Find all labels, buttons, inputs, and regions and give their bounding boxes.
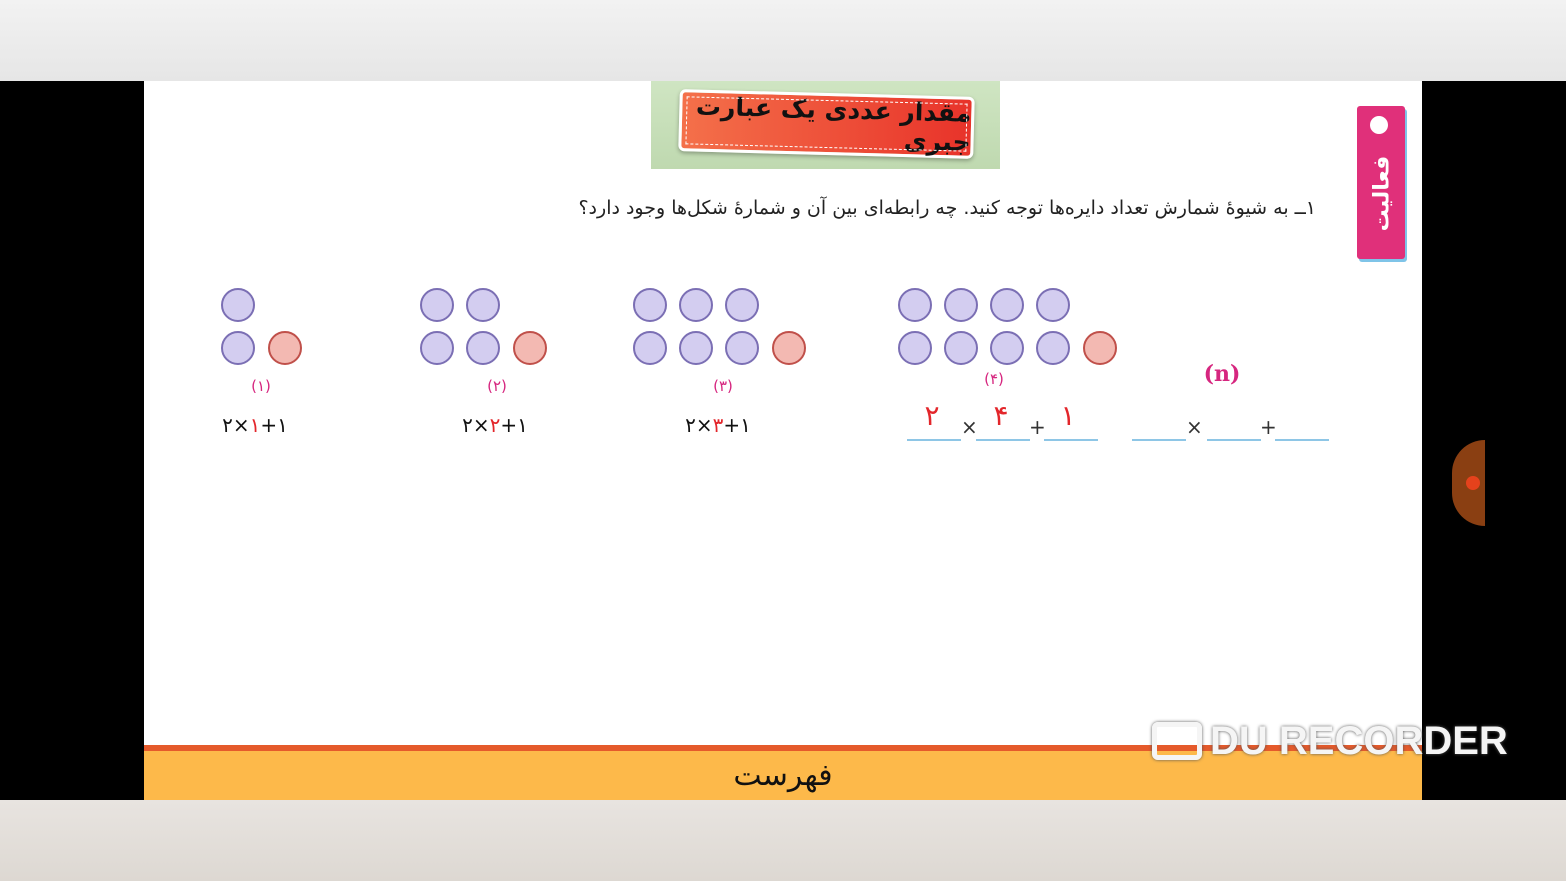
formula-3: ۲×۳+۱	[685, 413, 751, 437]
circle	[990, 288, 1024, 322]
times-sign: ×	[961, 415, 978, 439]
activity-tab-label: فعالیت	[1369, 155, 1395, 232]
footer-divider	[144, 745, 1422, 751]
circle	[990, 331, 1024, 365]
circle	[898, 288, 932, 322]
blank-4c[interactable]	[1044, 439, 1098, 441]
circle	[633, 331, 667, 365]
answer-4a: ۲	[924, 399, 940, 432]
blank-na[interactable]	[1132, 439, 1186, 441]
extra-circle	[1083, 331, 1117, 365]
blank-nc[interactable]	[1275, 439, 1329, 441]
figure-label-1: (۱)	[251, 377, 271, 395]
extra-circle	[772, 331, 806, 365]
question-text: ۱ــ به شیوهٔ شمارش تعداد دایره‌ها توجه ک…	[578, 197, 1316, 219]
circle	[466, 288, 500, 322]
lesson-title: مقدار عددی یک عبارت جبری	[678, 89, 975, 159]
formula-2: ۲×۲+۱	[462, 413, 528, 437]
circle	[679, 288, 713, 322]
watermark-text: DU RECORDER	[1210, 718, 1508, 763]
circle	[679, 331, 713, 365]
bottom-bar	[0, 800, 1566, 881]
circle	[1036, 288, 1070, 322]
answer-4c: ۱	[1060, 399, 1076, 432]
circle	[221, 331, 255, 365]
figure-label-3: (۳)	[713, 377, 733, 395]
circle	[1036, 331, 1070, 365]
blank-nb[interactable]	[1207, 439, 1261, 441]
circle	[725, 288, 759, 322]
blank-4b[interactable]	[976, 439, 1030, 441]
activity-tab: فعالیت	[1357, 106, 1405, 259]
plus-sign: +	[1029, 415, 1046, 439]
book-page: مقدار عددی یک عبارت جبری فعالیت ۱ــ به ش…	[144, 81, 1422, 800]
blank-4a[interactable]	[907, 439, 961, 441]
circle	[633, 288, 667, 322]
extra-circle	[268, 331, 302, 365]
recorder-floating-button[interactable]	[1452, 440, 1485, 526]
circle	[221, 288, 255, 322]
circle	[898, 331, 932, 365]
figure-label-n: (n)	[1203, 361, 1241, 387]
circle	[466, 331, 500, 365]
extra-circle	[513, 331, 547, 365]
circle	[420, 288, 454, 322]
record-icon	[1466, 476, 1480, 490]
circle	[944, 331, 978, 365]
circle	[420, 331, 454, 365]
plus-sign: +	[1260, 415, 1277, 439]
formula-1: ۲×۱+۱	[222, 413, 288, 437]
circle	[944, 288, 978, 322]
times-sign: ×	[1186, 415, 1203, 439]
watermark: DU RECORDER	[1152, 718, 1508, 764]
camera-icon	[1152, 722, 1202, 760]
answer-4b: ۴	[993, 399, 1009, 432]
circle	[725, 331, 759, 365]
tab-dot-icon	[1370, 116, 1388, 134]
figure-label-4: (۴)	[984, 370, 1004, 388]
top-bar	[0, 0, 1566, 81]
figure-label-2: (۲)	[487, 377, 507, 395]
table-of-contents-button[interactable]: فهرست	[144, 751, 1422, 800]
